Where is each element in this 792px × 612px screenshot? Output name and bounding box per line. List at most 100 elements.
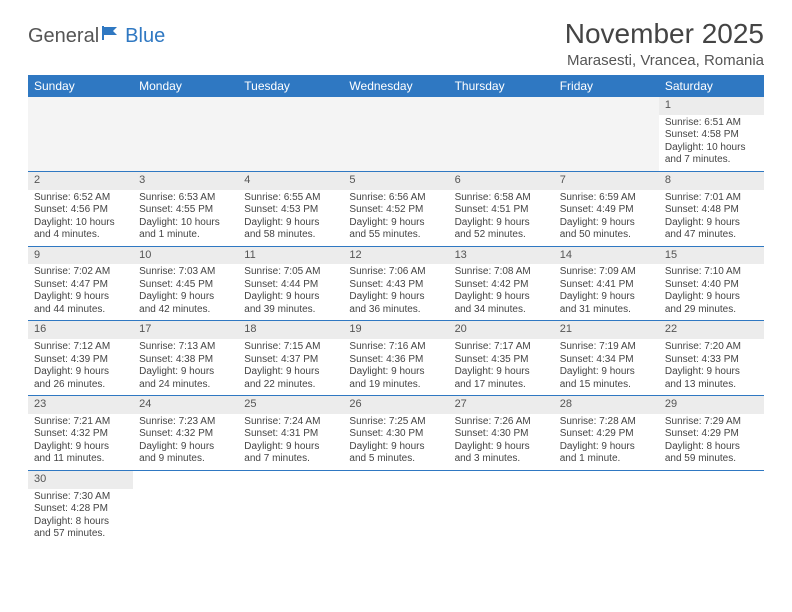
day-header: Sunday xyxy=(28,75,133,97)
calendar-cell: 5Sunrise: 6:56 AMSunset: 4:52 PMDaylight… xyxy=(343,171,448,246)
calendar-cell: 22Sunrise: 7:20 AMSunset: 4:33 PMDayligh… xyxy=(659,321,764,396)
day-number: 9 xyxy=(28,247,133,265)
day-header: Saturday xyxy=(659,75,764,97)
sunset-text: Sunset: 4:41 PM xyxy=(560,279,653,292)
day-number: 13 xyxy=(449,247,554,265)
day1-text: Daylight: 9 hours xyxy=(560,217,653,230)
day-number: 18 xyxy=(238,321,343,339)
day1-text: Daylight: 9 hours xyxy=(34,291,127,304)
day-number: 15 xyxy=(659,247,764,265)
day-number: 30 xyxy=(28,471,133,489)
day-number: 14 xyxy=(554,247,659,265)
logo-text-general: General xyxy=(28,25,99,48)
sunset-text: Sunset: 4:49 PM xyxy=(560,204,653,217)
sunset-text: Sunset: 4:53 PM xyxy=(244,204,337,217)
calendar-cell: 7Sunrise: 6:59 AMSunset: 4:49 PMDaylight… xyxy=(554,171,659,246)
calendar-cell xyxy=(659,470,764,544)
sunrise-text: Sunrise: 7:25 AM xyxy=(349,416,442,429)
sunset-text: Sunset: 4:31 PM xyxy=(244,428,337,441)
sunrise-text: Sunrise: 7:30 AM xyxy=(34,491,127,504)
calendar-cell: 4Sunrise: 6:55 AMSunset: 4:53 PMDaylight… xyxy=(238,171,343,246)
day2-text: and 31 minutes. xyxy=(560,304,653,317)
sunset-text: Sunset: 4:36 PM xyxy=(349,354,442,367)
sunrise-text: Sunrise: 7:20 AM xyxy=(665,341,758,354)
day-number: 20 xyxy=(449,321,554,339)
day1-text: Daylight: 9 hours xyxy=(349,217,442,230)
calendar-cell: 27Sunrise: 7:26 AMSunset: 4:30 PMDayligh… xyxy=(449,396,554,471)
sunrise-text: Sunrise: 7:10 AM xyxy=(665,266,758,279)
day2-text: and 26 minutes. xyxy=(34,379,127,392)
sunset-text: Sunset: 4:32 PM xyxy=(34,428,127,441)
calendar-cell: 14Sunrise: 7:09 AMSunset: 4:41 PMDayligh… xyxy=(554,246,659,321)
day-header: Thursday xyxy=(449,75,554,97)
calendar-row: 30Sunrise: 7:30 AMSunset: 4:28 PMDayligh… xyxy=(28,470,764,544)
sunset-text: Sunset: 4:48 PM xyxy=(665,204,758,217)
sunset-text: Sunset: 4:30 PM xyxy=(349,428,442,441)
day2-text: and 22 minutes. xyxy=(244,379,337,392)
sunrise-text: Sunrise: 7:01 AM xyxy=(665,192,758,205)
day1-text: Daylight: 9 hours xyxy=(34,441,127,454)
calendar-cell: 13Sunrise: 7:08 AMSunset: 4:42 PMDayligh… xyxy=(449,246,554,321)
calendar-cell: 19Sunrise: 7:16 AMSunset: 4:36 PMDayligh… xyxy=(343,321,448,396)
sunrise-text: Sunrise: 6:52 AM xyxy=(34,192,127,205)
calendar-cell xyxy=(28,97,133,171)
flag-icon xyxy=(101,24,123,48)
calendar-cell: 20Sunrise: 7:17 AMSunset: 4:35 PMDayligh… xyxy=(449,321,554,396)
day1-text: Daylight: 9 hours xyxy=(665,217,758,230)
day2-text: and 15 minutes. xyxy=(560,379,653,392)
sunset-text: Sunset: 4:30 PM xyxy=(455,428,548,441)
calendar-cell: 9Sunrise: 7:02 AMSunset: 4:47 PMDaylight… xyxy=(28,246,133,321)
sunset-text: Sunset: 4:47 PM xyxy=(34,279,127,292)
day-header-row: Sunday Monday Tuesday Wednesday Thursday… xyxy=(28,75,764,97)
day2-text: and 50 minutes. xyxy=(560,229,653,242)
sunset-text: Sunset: 4:29 PM xyxy=(665,428,758,441)
day2-text: and 44 minutes. xyxy=(34,304,127,317)
sunrise-text: Sunrise: 7:15 AM xyxy=(244,341,337,354)
day1-text: Daylight: 10 hours xyxy=(34,217,127,230)
day-number: 24 xyxy=(133,396,238,414)
day2-text: and 42 minutes. xyxy=(139,304,232,317)
day-header: Monday xyxy=(133,75,238,97)
sunset-text: Sunset: 4:32 PM xyxy=(139,428,232,441)
day-number: 16 xyxy=(28,321,133,339)
day-number: 29 xyxy=(659,396,764,414)
day1-text: Daylight: 9 hours xyxy=(349,366,442,379)
sunrise-text: Sunrise: 7:08 AM xyxy=(455,266,548,279)
sunrise-text: Sunrise: 6:53 AM xyxy=(139,192,232,205)
calendar-row: 23Sunrise: 7:21 AMSunset: 4:32 PMDayligh… xyxy=(28,396,764,471)
day2-text: and 19 minutes. xyxy=(349,379,442,392)
calendar-cell: 3Sunrise: 6:53 AMSunset: 4:55 PMDaylight… xyxy=(133,171,238,246)
sunset-text: Sunset: 4:38 PM xyxy=(139,354,232,367)
sunset-text: Sunset: 4:58 PM xyxy=(665,129,758,142)
header: General Blue November 2025 Marasesti, Vr… xyxy=(28,18,764,69)
day2-text: and 57 minutes. xyxy=(34,528,127,541)
calendar-row: 16Sunrise: 7:12 AMSunset: 4:39 PMDayligh… xyxy=(28,321,764,396)
sunrise-text: Sunrise: 7:06 AM xyxy=(349,266,442,279)
day2-text: and 13 minutes. xyxy=(665,379,758,392)
day1-text: Daylight: 9 hours xyxy=(244,217,337,230)
day1-text: Daylight: 9 hours xyxy=(34,366,127,379)
sunset-text: Sunset: 4:43 PM xyxy=(349,279,442,292)
logo-text-blue: Blue xyxy=(125,25,165,48)
day-header: Friday xyxy=(554,75,659,97)
sunrise-text: Sunrise: 7:29 AM xyxy=(665,416,758,429)
sunset-text: Sunset: 4:45 PM xyxy=(139,279,232,292)
sunset-text: Sunset: 4:33 PM xyxy=(665,354,758,367)
day-number: 19 xyxy=(343,321,448,339)
calendar-cell: 16Sunrise: 7:12 AMSunset: 4:39 PMDayligh… xyxy=(28,321,133,396)
calendar-cell: 6Sunrise: 6:58 AMSunset: 4:51 PMDaylight… xyxy=(449,171,554,246)
sunrise-text: Sunrise: 6:56 AM xyxy=(349,192,442,205)
day1-text: Daylight: 9 hours xyxy=(139,366,232,379)
day2-text: and 34 minutes. xyxy=(455,304,548,317)
sunset-text: Sunset: 4:55 PM xyxy=(139,204,232,217)
day2-text: and 3 minutes. xyxy=(455,453,548,466)
day1-text: Daylight: 9 hours xyxy=(455,366,548,379)
day-number: 3 xyxy=(133,172,238,190)
calendar-cell: 12Sunrise: 7:06 AMSunset: 4:43 PMDayligh… xyxy=(343,246,448,321)
day-number: 4 xyxy=(238,172,343,190)
page-title: November 2025 xyxy=(565,18,764,50)
calendar-cell: 2Sunrise: 6:52 AMSunset: 4:56 PMDaylight… xyxy=(28,171,133,246)
calendar-cell: 24Sunrise: 7:23 AMSunset: 4:32 PMDayligh… xyxy=(133,396,238,471)
calendar-cell xyxy=(238,97,343,171)
sunrise-text: Sunrise: 7:13 AM xyxy=(139,341,232,354)
